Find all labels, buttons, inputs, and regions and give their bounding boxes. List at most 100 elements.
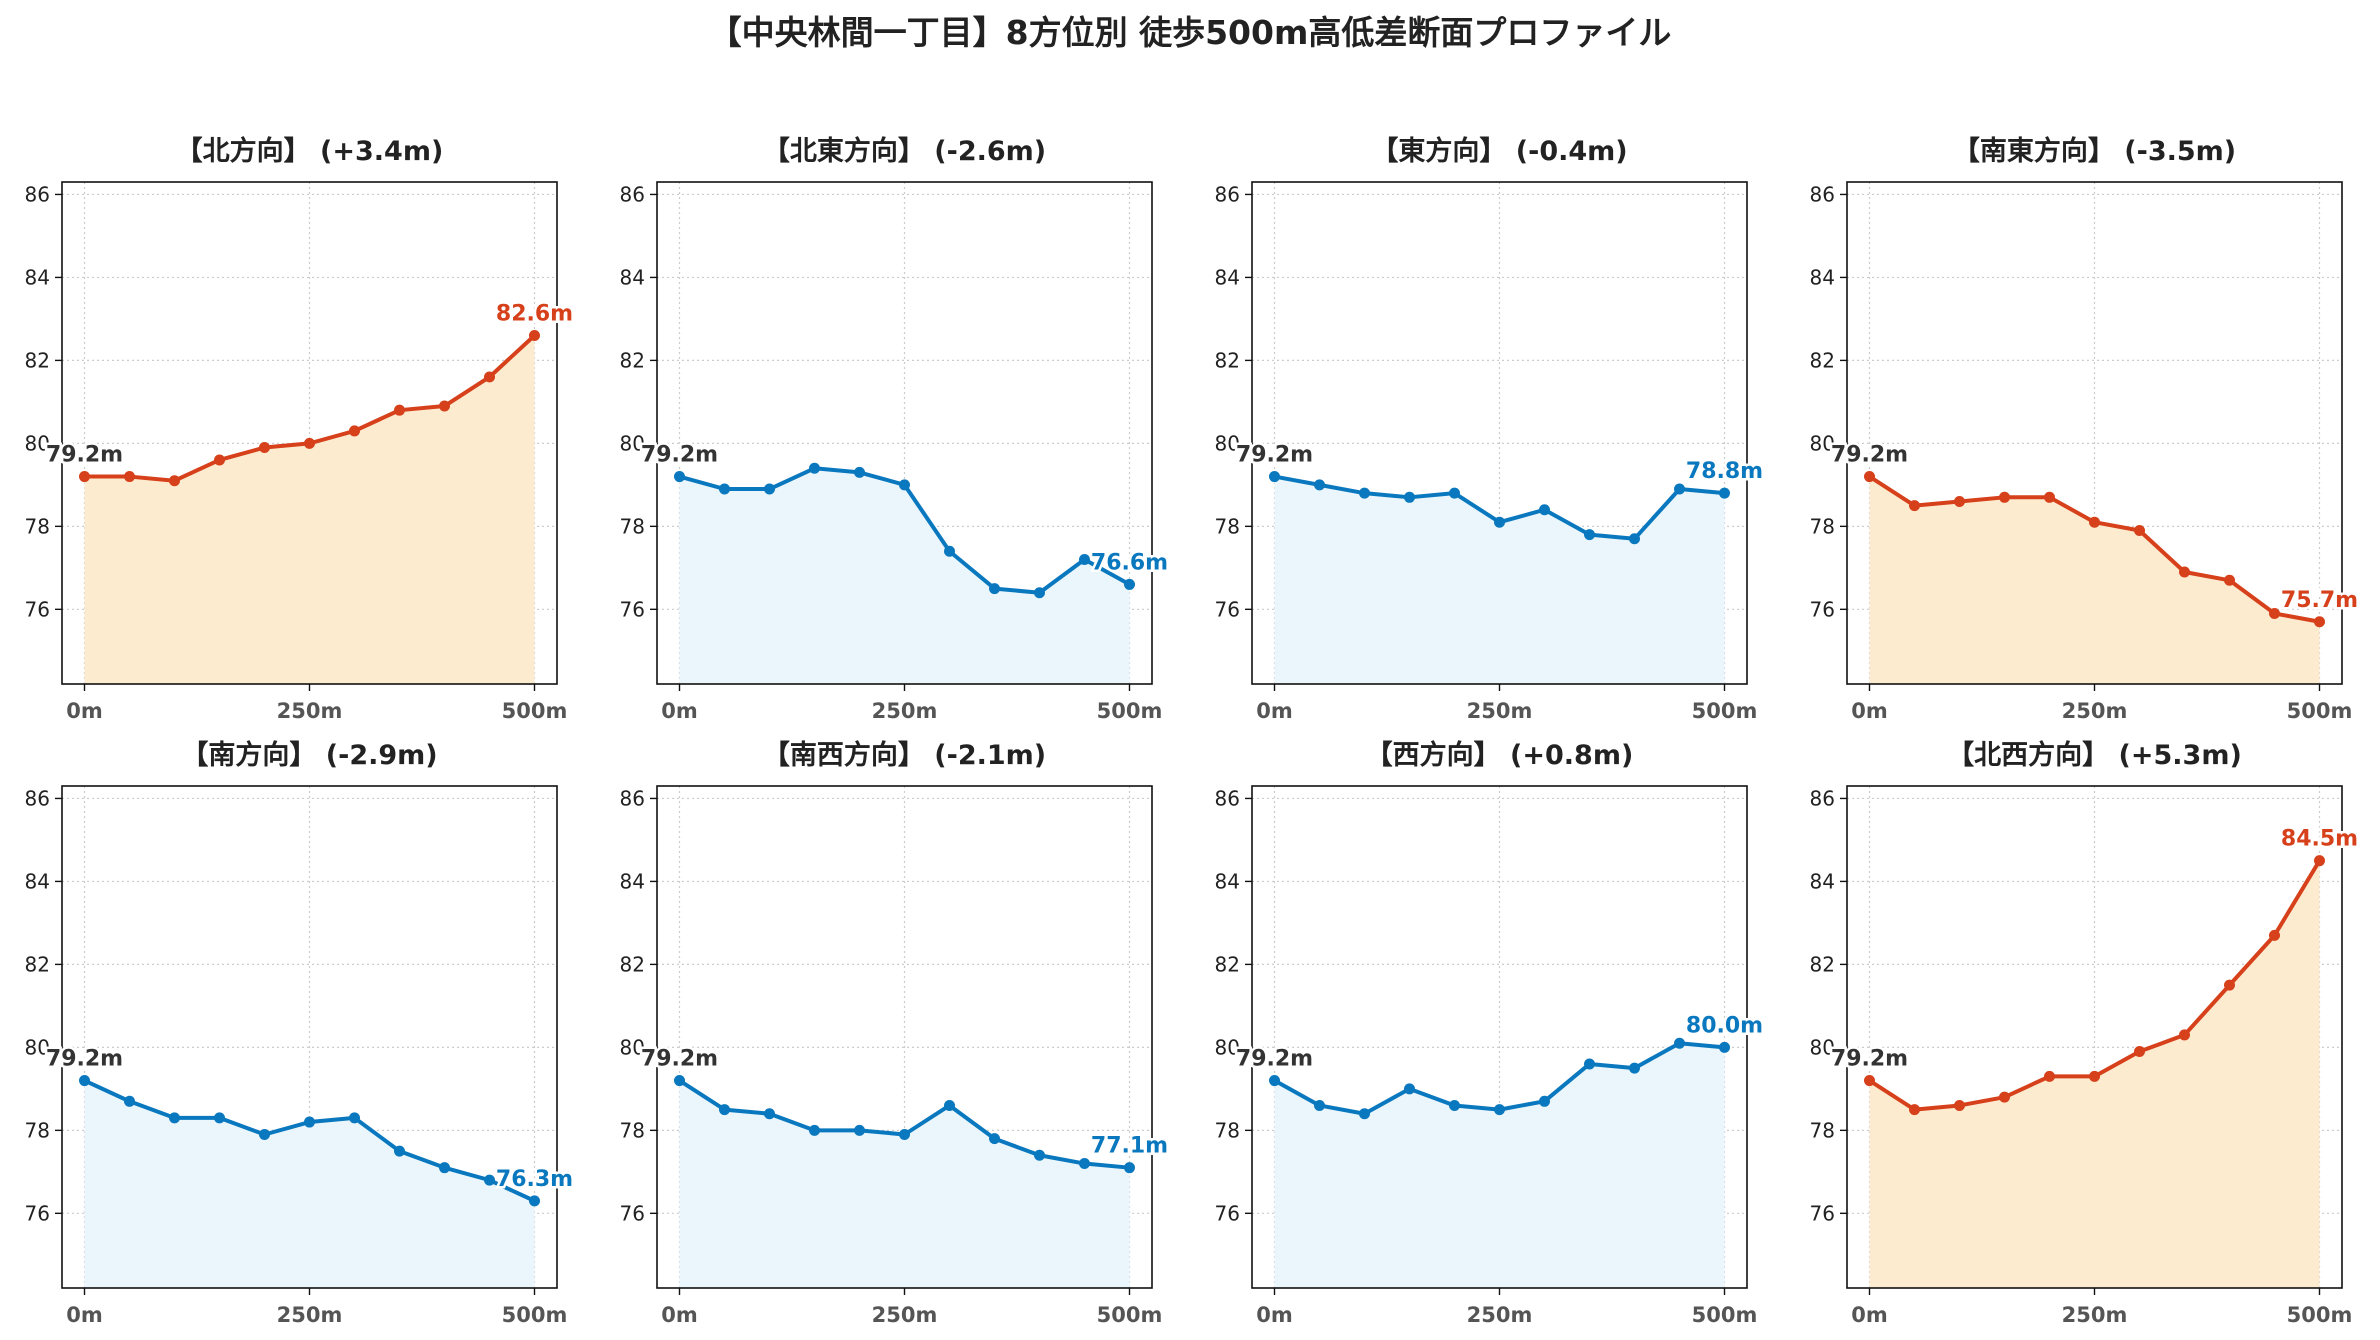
data-point [1124, 1162, 1135, 1174]
panel-title: 【西方向】 (+0.8m) [1366, 739, 1634, 771]
x-tick-label: 500m [2287, 1303, 2353, 1327]
y-tick-label: 78 [1810, 1118, 1835, 1142]
data-point [1584, 529, 1595, 541]
y-tick-label: 78 [1215, 1118, 1240, 1142]
data-point [304, 437, 315, 449]
x-tick-label: 500m [1097, 1303, 1163, 1327]
data-point [944, 1099, 955, 1111]
data-point [1584, 1058, 1595, 1070]
end-value-label: 82.6m [496, 302, 573, 327]
y-tick-label: 76 [25, 597, 50, 621]
x-tick-label: 0m [1256, 1303, 1293, 1327]
data-point [2224, 979, 2235, 991]
y-tick-label: 78 [620, 1118, 645, 1142]
x-tick-label: 250m [1467, 699, 1533, 723]
panel-3: 【南東方向】 (-3.5m) 76 78 80 82 84 86 0m 250m 500m 79.2… [1810, 135, 2361, 723]
y-tick-label: 76 [620, 597, 645, 621]
data-point [2134, 524, 2145, 536]
data-point [529, 330, 540, 342]
y-tick-label: 80 [1215, 431, 1240, 455]
data-point [484, 371, 495, 383]
data-point [169, 1112, 180, 1124]
data-point [764, 1108, 775, 1120]
y-tick-label: 86 [1215, 182, 1240, 206]
y-tick-label: 82 [1810, 348, 1835, 372]
grid [1847, 182, 2342, 684]
x-tick-label: 250m [277, 699, 343, 723]
y-tick-label: 76 [620, 1201, 645, 1225]
area-fill [1274, 1043, 1725, 1288]
start-value-label: 79.2m [1236, 1047, 1313, 1072]
y-tick-label: 86 [25, 786, 50, 810]
start-value-label: 79.2m [641, 443, 718, 468]
panel-title: 【北西方向】 (+5.3m) [1947, 739, 2242, 771]
data-point [1449, 1099, 1460, 1111]
data-point [1674, 483, 1685, 495]
x-tick-label: 250m [872, 1303, 938, 1327]
y-tick-label: 82 [620, 348, 645, 372]
y-tick-label: 84 [620, 265, 645, 289]
panel-title: 【北東方向】 (-2.6m) [763, 135, 1046, 167]
panel-title: 【東方向】 (-0.4m) [1371, 135, 1627, 167]
data-point [1674, 1037, 1685, 1049]
start-value-label: 79.2m [46, 1047, 123, 1072]
data-point [349, 1112, 360, 1124]
grid [1252, 182, 1747, 684]
end-value-label: 76.3m [496, 1167, 573, 1192]
data-point [1909, 500, 1920, 512]
x-tick-label: 0m [1851, 699, 1888, 723]
end-value-label: 78.8m [1686, 459, 1763, 484]
y-tick-label: 86 [25, 182, 50, 206]
y-tick-label: 84 [1215, 265, 1240, 289]
start-value-label: 79.2m [1236, 443, 1313, 468]
data-point [809, 1124, 820, 1136]
y-tick-label: 82 [25, 348, 50, 372]
y-tick-label: 84 [25, 265, 50, 289]
data-point [989, 583, 1000, 595]
y-tick-label: 76 [1215, 1201, 1240, 1225]
data-point [2089, 1070, 2100, 1082]
x-tick-label: 0m [1256, 699, 1293, 723]
data-point [349, 425, 360, 437]
panel-7: 【北西方向】 (+5.3m) 76 78 80 82 84 86 0m 250m 500m 79.2… [1810, 739, 2361, 1327]
panel-title: 【北方向】 (+3.4m) [176, 135, 444, 167]
data-point [1314, 1099, 1325, 1111]
data-point [1719, 487, 1730, 499]
panel-title: 【南方向】 (-2.9m) [181, 739, 437, 771]
end-value-label: 76.6m [1091, 550, 1168, 575]
area-fill [84, 1080, 535, 1288]
data-point [2089, 516, 2100, 528]
data-point [1539, 504, 1550, 516]
data-point [2224, 574, 2235, 586]
y-tick-label: 76 [1810, 597, 1835, 621]
area-fill [679, 1080, 1130, 1288]
x-tick-label: 0m [66, 699, 103, 723]
end-value-label: 75.7m [2281, 588, 2358, 613]
data-point [1539, 1095, 1550, 1107]
x-tick-label: 500m [1097, 699, 1163, 723]
panel-0: 【北方向】 (+3.4m) 76 78 80 82 84 86 0m 250m 500m 79.2m… [25, 135, 576, 723]
data-point [2179, 1029, 2190, 1041]
start-value-label: 79.2m [1831, 1047, 1908, 1072]
y-tick-label: 82 [1810, 952, 1835, 976]
x-tick-label: 500m [502, 699, 568, 723]
data-point [1404, 1083, 1415, 1095]
x-tick-label: 500m [1692, 699, 1758, 723]
y-tick-label: 78 [1810, 514, 1835, 538]
data-point [1494, 1104, 1505, 1116]
data-point [1494, 516, 1505, 528]
data-point [1359, 1108, 1370, 1120]
data-point [1079, 1158, 1090, 1170]
panel-1: 【北東方向】 (-2.6m) 76 78 80 82 84 86 0m 250m 500m 79.2… [620, 135, 1171, 723]
data-point [944, 545, 955, 557]
grid [62, 786, 557, 1288]
data-point [1314, 479, 1325, 491]
grid [657, 182, 1152, 684]
panel-2: 【東方向】 (-0.4m) 76 78 80 82 84 86 0m 250m 500m 79.2m… [1215, 135, 1766, 723]
start-value-label: 79.2m [46, 443, 123, 468]
y-tick-label: 82 [25, 952, 50, 976]
data-point [214, 1112, 225, 1124]
data-point [1999, 1091, 2010, 1103]
data-point [1864, 1075, 1875, 1087]
